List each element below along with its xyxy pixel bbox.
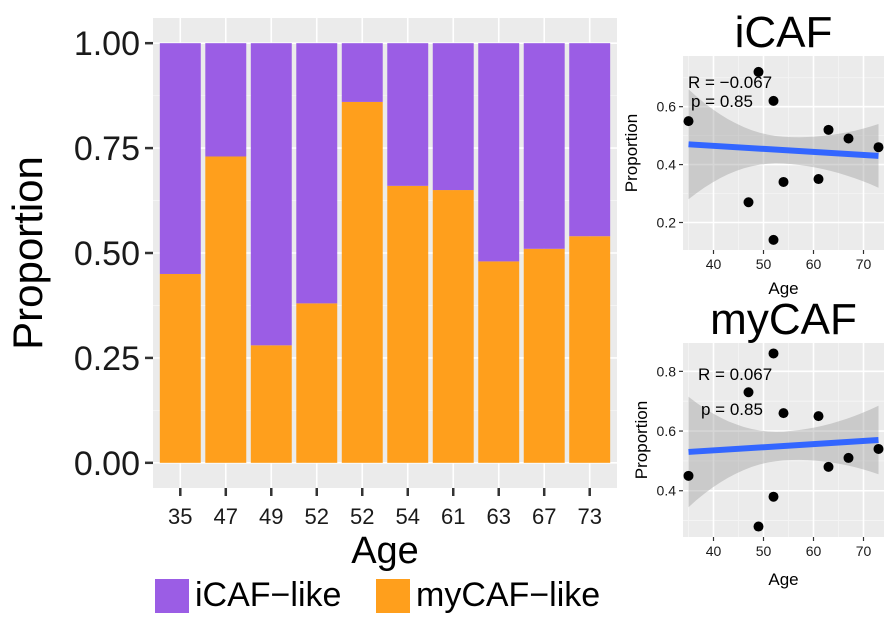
mycaf-data-point [823,461,834,472]
mycaf-data-point [768,348,779,359]
bar-segment-icaf [205,43,247,157]
icaf-x-tick-label: 60 [806,256,822,272]
mycaf-y-axis-title: Proportion [632,401,651,479]
icaf-annotation-r: R = −0.067 [688,73,772,92]
bar-segment-icaf [387,43,429,186]
bar-x-tick-label: 49 [259,504,283,529]
icaf-data-point [813,174,824,185]
icaf-data-point [743,197,754,208]
legend-key-mycaf [376,579,410,613]
bar-segment-mycaf [523,248,565,463]
bar-x-axis-title: Age [351,530,419,572]
mycaf-y-tick-label: 0.6 [657,423,677,439]
bar-segment-icaf [250,43,292,346]
bar-segment-mycaf [569,236,611,463]
mycaf-data-point [813,411,824,422]
bar-segment-mycaf [341,101,383,463]
bar-x-tick-label: 47 [214,504,238,529]
icaf-panel-title: iCAF [735,8,833,57]
mycaf-data-point [843,452,854,463]
mycaf-regression-line [688,437,879,455]
mycaf-x-axis-title: Age [768,570,798,589]
icaf-annotation-p: p = 0.85 [691,92,753,111]
mycaf-panel-title: myCAF [710,295,857,344]
icaf-confidence-band [688,89,879,200]
bar-x-tick-label: 67 [532,504,556,529]
icaf-y-axis-title: Proportion [622,114,641,192]
bar-segment-mycaf [387,185,429,463]
icaf-y-tick-label: 0.4 [657,157,677,173]
icaf-x-tick-label: 50 [756,256,772,272]
icaf-x-tick-label: 70 [856,256,872,272]
bar-x-tick-label: 54 [396,504,420,529]
mycaf-confidence-band [688,396,879,508]
mycaf-x-tick-label: 70 [856,543,872,559]
mycaf-x-tick-label: 50 [756,543,772,559]
icaf-data-point [778,176,789,187]
mycaf-annotation-r: R = 0.067 [698,365,772,384]
bar-y-tick-label: 0.50 [74,235,140,273]
icaf-data-point [823,124,834,135]
icaf-data-point [768,234,779,245]
mycaf-data-point [768,491,779,502]
icaf-data-point [873,142,884,153]
bar-segment-icaf [432,43,474,191]
mycaf-data-point [873,443,884,454]
mycaf-x-tick-label: 60 [806,543,822,559]
legend-label-mycaf: myCAF−like [416,576,600,614]
mycaf-data-point [778,408,789,419]
bar-segment-mycaf [205,156,247,463]
legend-label-icaf: iCAF−like [195,576,341,614]
mycaf-data-point [753,521,764,532]
bar-segment-icaf [569,43,611,237]
bar-y-axis-title: Proportion [4,156,51,350]
icaf-x-tick-label: 40 [706,256,722,272]
legend-key-icaf [155,579,189,613]
bar-segment-mycaf [159,273,201,463]
mycaf-annotation-p: p = 0.85 [701,400,763,419]
bar-x-tick-label: 52 [350,504,374,529]
bar-x-tick-label: 61 [441,504,465,529]
bar-segment-icaf [296,43,338,304]
mycaf-y-tick-label: 0.8 [657,363,677,379]
bar-segment-icaf [478,43,520,262]
bar-y-tick-label: 0.25 [74,340,140,378]
icaf-data-point [753,66,764,77]
bar-y-tick-label: 1.00 [74,25,140,63]
icaf-y-tick-label: 0.6 [657,99,677,115]
mycaf-data-point [743,387,754,398]
icaf-data-point [843,133,854,144]
icaf-y-tick-label: 0.2 [657,214,677,230]
bar-segment-mycaf [296,303,338,463]
bar-segment-mycaf [478,261,520,463]
mycaf-x-tick-label: 40 [706,543,722,559]
bar-x-tick-label: 73 [577,504,601,529]
icaf-regression-line [688,141,879,159]
bar-segment-mycaf [250,345,292,463]
bar-y-tick-label: 0.00 [74,445,140,483]
icaf-data-point [683,116,694,127]
bar-segment-icaf [159,43,201,274]
icaf-data-point [768,95,779,106]
bar-x-tick-label: 52 [305,504,329,529]
bar-segment-icaf [341,43,383,102]
bar-segment-mycaf [432,190,474,463]
bar-x-tick-label: 35 [168,504,192,529]
bar-y-tick-label: 0.75 [74,130,140,168]
mycaf-data-point [683,470,694,481]
mycaf-y-tick-label: 0.4 [657,483,677,499]
bar-segment-icaf [523,43,565,249]
bar-x-tick-label: 63 [486,504,510,529]
icaf-x-axis-title: Age [768,279,798,298]
